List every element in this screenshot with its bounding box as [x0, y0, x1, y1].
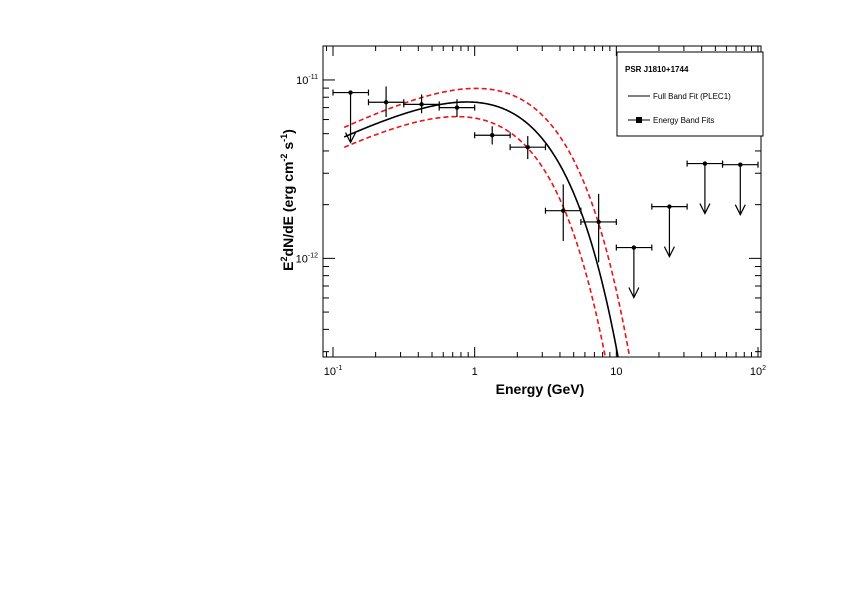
x-axis-title: Energy (GeV): [496, 381, 585, 397]
upper-limit-point: [332, 89, 370, 144]
upper-limit-point: [721, 161, 759, 217]
y-tick-label: 10-11: [296, 74, 318, 87]
data-point: [580, 193, 617, 263]
upper-limit-arrowhead: [663, 246, 675, 258]
point-marker: [561, 208, 566, 213]
upper-limit-point: [615, 244, 653, 299]
upper-limit-point: [686, 160, 724, 215]
model-fit-line: [343, 101, 619, 357]
point-marker: [383, 100, 389, 105]
data-point: [509, 136, 547, 160]
upper-limit-point: [651, 203, 688, 258]
upper-limit-arrowhead: [628, 287, 640, 299]
point-marker: [454, 105, 460, 110]
x-tick-label: 1: [472, 366, 478, 378]
legend-marker-data: [636, 117, 642, 123]
legend-title: PSR J1810+1744: [625, 65, 689, 74]
legend: PSR J1810+1744 Full Band Fit (PLEC1) Ene…: [616, 51, 764, 137]
legend-entry-data: Energy Band Fits: [653, 116, 714, 125]
data-points: [332, 86, 759, 299]
point-marker: [631, 245, 637, 250]
point-marker: [525, 144, 530, 150]
y-axis-title: E2dN/dE (erg cm-2 s-1): [279, 129, 296, 271]
data-point: [367, 86, 405, 117]
point-marker: [738, 162, 743, 167]
upper-limit-arrowhead: [699, 203, 711, 215]
y-tick-label: 10-12: [296, 252, 318, 265]
point-marker: [490, 133, 495, 138]
legend-entry-model: Full Band Fit (PLEC1): [653, 92, 731, 101]
point-marker: [348, 90, 353, 95]
upper-limit-arrowhead: [734, 204, 746, 217]
point-marker: [667, 204, 672, 209]
data-point: [544, 184, 582, 242]
data-point: [474, 126, 511, 145]
axis-ticks: [323, 46, 761, 357]
upper-limit-arrowhead: [345, 132, 357, 144]
data-point: [403, 94, 440, 114]
data-point: [438, 99, 476, 117]
x-tick-label: 102: [750, 365, 766, 378]
x-tick-label: 10-1: [324, 365, 343, 378]
x-tick-label: 10: [610, 366, 622, 378]
point-marker: [702, 161, 708, 166]
point-marker: [596, 219, 601, 225]
point-marker: [419, 102, 424, 107]
